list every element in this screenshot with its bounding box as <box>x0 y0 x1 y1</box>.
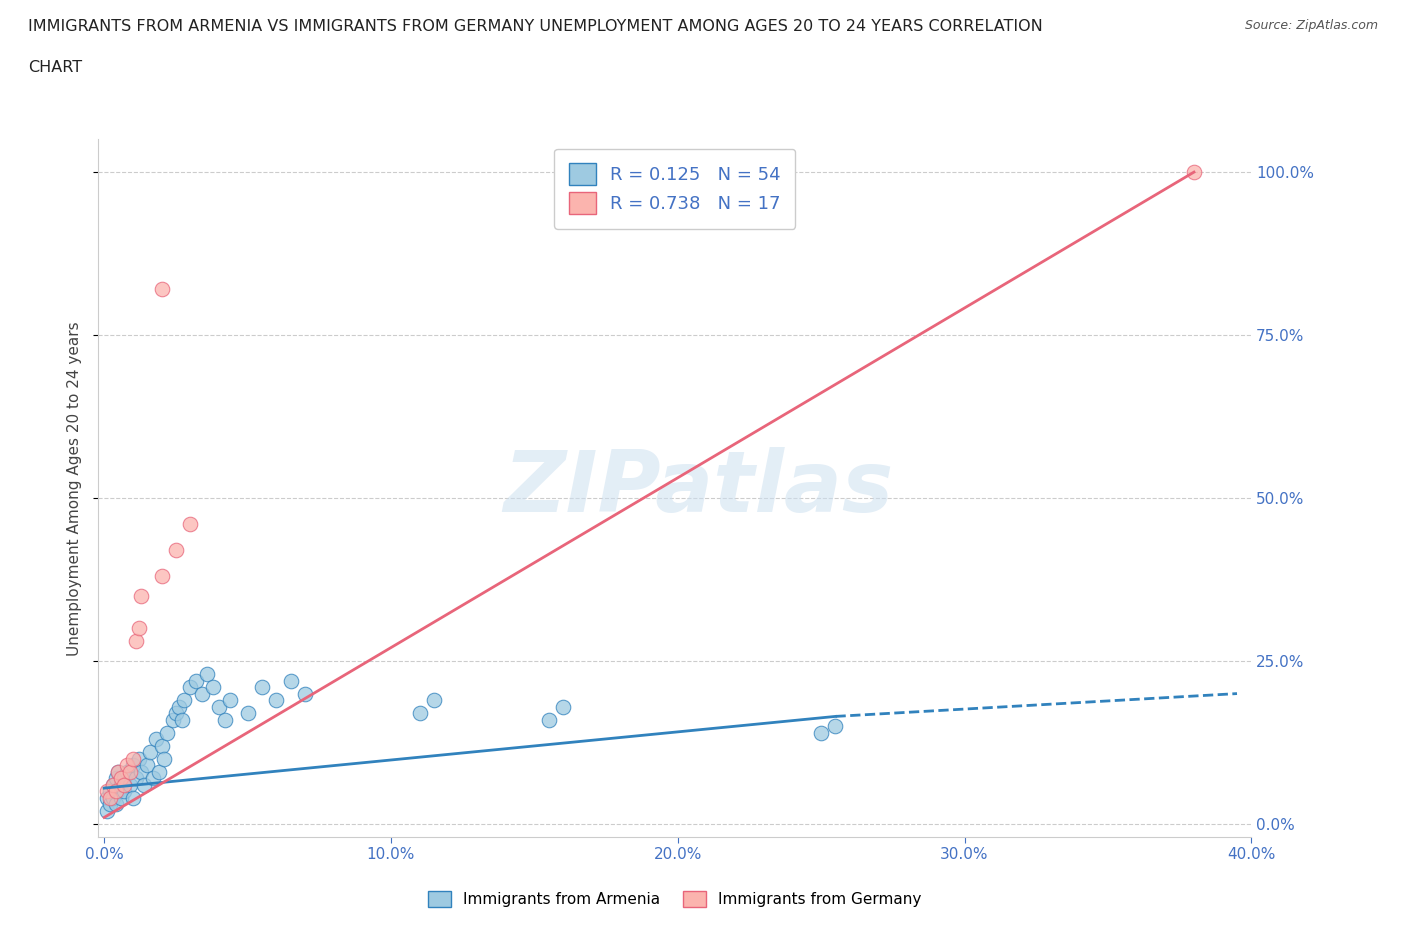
Point <box>115 764 138 779</box>
Point <box>184 673 207 688</box>
Point <box>179 680 201 695</box>
Point <box>824 719 846 734</box>
Point <box>96 784 118 799</box>
Point <box>153 751 176 766</box>
Text: IMMIGRANTS FROM ARMENIA VS IMMIGRANTS FROM GERMANY UNEMPLOYMENT AMONG AGES 20 TO: IMMIGRANTS FROM ARMENIA VS IMMIGRANTS FR… <box>28 19 1043 33</box>
Point <box>121 790 143 805</box>
Point <box>121 758 143 773</box>
Point <box>250 680 273 695</box>
Point <box>110 777 132 792</box>
Point <box>162 712 184 727</box>
Point <box>134 777 156 792</box>
Y-axis label: Unemployment Among Ages 20 to 24 years: Unemployment Among Ages 20 to 24 years <box>67 321 83 656</box>
Point <box>165 706 187 721</box>
Point <box>112 784 135 799</box>
Point <box>150 569 173 584</box>
Point <box>219 693 242 708</box>
Point <box>131 764 153 779</box>
Point <box>128 751 150 766</box>
Point <box>101 777 124 792</box>
Point <box>810 725 832 740</box>
Point <box>190 686 212 701</box>
Point <box>170 712 193 727</box>
Point <box>197 667 219 682</box>
Point <box>150 282 173 297</box>
Point <box>136 758 159 773</box>
Point <box>537 712 560 727</box>
Point <box>236 706 259 721</box>
Point <box>110 790 132 805</box>
Point <box>104 771 127 786</box>
Text: CHART: CHART <box>28 60 82 75</box>
Point <box>139 745 162 760</box>
Point <box>202 680 225 695</box>
Point <box>142 771 165 786</box>
Point <box>125 771 148 786</box>
Point <box>121 751 143 766</box>
Legend: R = 0.125   N = 54, R = 0.738   N = 17: R = 0.125 N = 54, R = 0.738 N = 17 <box>554 149 796 229</box>
Point <box>150 738 173 753</box>
Point <box>104 784 127 799</box>
Point <box>1182 165 1205 179</box>
Point <box>118 764 141 779</box>
Point <box>131 589 153 604</box>
Point <box>264 693 287 708</box>
Point <box>156 725 179 740</box>
Point <box>408 706 430 721</box>
Point <box>179 517 201 532</box>
Point <box>112 771 135 786</box>
Point <box>208 699 231 714</box>
Point <box>98 790 121 805</box>
Point <box>125 634 148 649</box>
Point <box>107 784 129 799</box>
Point <box>128 621 150 636</box>
Point <box>148 764 170 779</box>
Point <box>98 784 121 799</box>
Point <box>98 797 121 812</box>
Point <box>214 712 236 727</box>
Point <box>112 777 135 792</box>
Point <box>96 804 118 818</box>
Legend: Immigrants from Armenia, Immigrants from Germany: Immigrants from Armenia, Immigrants from… <box>422 884 928 913</box>
Point <box>96 790 118 805</box>
Text: Source: ZipAtlas.com: Source: ZipAtlas.com <box>1244 19 1378 32</box>
Point <box>110 771 132 786</box>
Point <box>107 764 129 779</box>
Point <box>167 699 190 714</box>
Point <box>173 693 195 708</box>
Point <box>423 693 446 708</box>
Point <box>107 764 129 779</box>
Point <box>104 797 127 812</box>
Point <box>165 543 187 558</box>
Point <box>551 699 574 714</box>
Point <box>294 686 316 701</box>
Point <box>115 758 138 773</box>
Point <box>101 790 124 805</box>
Point <box>101 777 124 792</box>
Text: ZIPatlas: ZIPatlas <box>503 446 893 530</box>
Point <box>118 777 141 792</box>
Point <box>145 732 167 747</box>
Point <box>280 673 302 688</box>
